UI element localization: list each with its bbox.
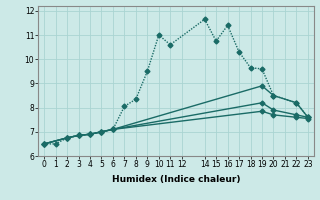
X-axis label: Humidex (Indice chaleur): Humidex (Indice chaleur) xyxy=(112,175,240,184)
